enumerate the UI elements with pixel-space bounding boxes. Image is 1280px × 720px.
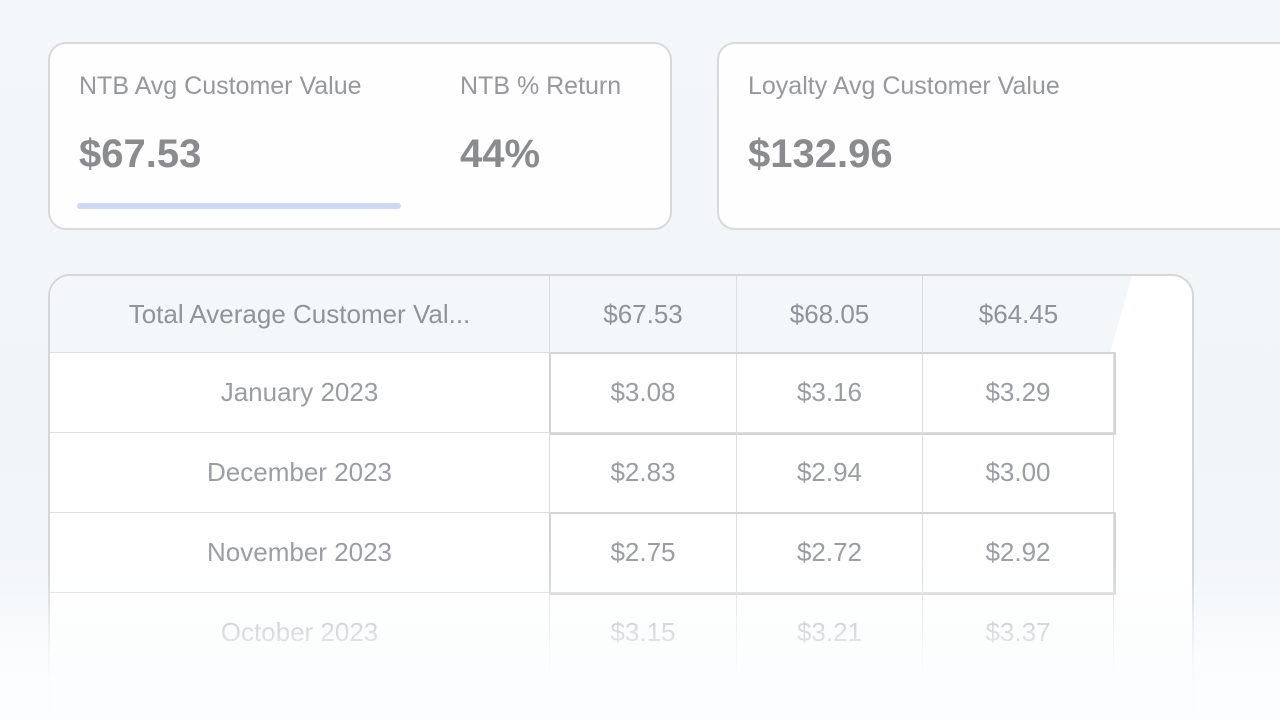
row-month-label: November 2023: [50, 513, 550, 593]
row-value-cell: $2.94: [737, 433, 923, 513]
table-row[interactable]: November 2023 $2.75 $2.72 $2.92: [50, 511, 1192, 595]
row-value-cell: $2.75: [550, 513, 737, 593]
ntb-avg-customer-value: $67.53: [79, 132, 202, 176]
row-value-cell: $3.00: [923, 433, 1114, 513]
table-body: January 2023 $3.08 $3.16 $3.29 December 2023…: [50, 351, 1192, 673]
ntb-percent-return-label: NTB % Return: [460, 72, 622, 100]
header-background: [50, 276, 1132, 353]
row-padding: [1114, 353, 1192, 433]
table-header-padding: [1114, 276, 1192, 353]
row-value-cell: $3.37: [923, 593, 1114, 673]
ntb-percent-return-value: 44%: [460, 132, 541, 176]
table-header-value-2: $68.05: [737, 276, 923, 353]
row-month-label: January 2023: [50, 353, 550, 433]
row-value-cell: $3.29: [923, 353, 1114, 433]
table-row[interactable]: January 2023 $3.08 $3.16 $3.29: [50, 351, 1192, 435]
row-value-cell: $3.15: [550, 593, 737, 673]
row-month-label: December 2023: [50, 433, 550, 513]
metric-underline-bar: [77, 203, 401, 209]
row-month-label: October 2023: [50, 593, 550, 673]
ntb-metric-card: NTB Avg Customer Value $67.53 NTB % Retu…: [48, 42, 672, 230]
loyalty-metric-card: Loyalty Avg Customer Value $132.96: [717, 42, 1280, 230]
ntb-avg-customer-value-metric: NTB Avg Customer Value $67.53: [79, 44, 362, 178]
loyalty-avg-customer-value: $132.96: [748, 132, 893, 176]
row-padding: [1114, 433, 1192, 513]
loyalty-avg-customer-value-metric: Loyalty Avg Customer Value $132.96: [748, 44, 1060, 178]
table-row[interactable]: December 2023 $2.83 $2.94 $3.00: [50, 433, 1192, 513]
row-value-cell: $3.08: [550, 353, 737, 433]
row-padding: [1114, 593, 1192, 673]
table-header-row: Total Average Customer Val... $67.53 $68…: [50, 276, 1192, 353]
table-header-value-1: $67.53: [550, 276, 737, 353]
ntb-percent-return-metric: NTB % Return 44%: [460, 44, 621, 178]
loyalty-avg-customer-value-label: Loyalty Avg Customer Value: [748, 72, 1060, 100]
row-value-cell: $3.16: [737, 353, 923, 433]
row-value-cell: $2.72: [737, 513, 923, 593]
ntb-avg-customer-value-label: NTB Avg Customer Value: [79, 72, 362, 100]
row-padding: [1114, 513, 1192, 593]
table-row[interactable]: October 2023 $3.15 $3.21 $3.37: [50, 593, 1192, 673]
row-value-cell: $3.21: [737, 593, 923, 673]
row-value-cell: $2.92: [923, 513, 1114, 593]
table-header-label: Total Average Customer Val...: [50, 276, 550, 353]
table-header-value-3: $64.45: [923, 276, 1114, 353]
customer-value-table: Total Average Customer Val... $67.53 $68…: [48, 274, 1194, 720]
row-value-cell: $2.83: [550, 433, 737, 513]
